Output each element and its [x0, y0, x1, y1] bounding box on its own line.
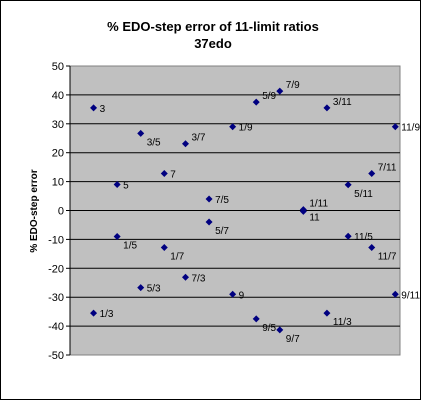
- data-point: [113, 233, 121, 241]
- data-point: [182, 273, 189, 281]
- data-point-label: 5/3: [147, 284, 161, 295]
- data-point: [323, 104, 331, 112]
- data-point-label: 7: [170, 170, 176, 181]
- chart-title: % EDO-step error of 11-limit ratios: [107, 19, 319, 34]
- gridlines: [70, 94, 400, 327]
- data-point-label: 9/7: [286, 334, 300, 345]
- data-point-label: 1/3: [100, 309, 114, 320]
- data-points: 3 1/3 5 1/5 3/5 5/3 7 1/7 3/7 7/3 7/5 5/7 1/9 9 5/9 9/5…: [90, 80, 420, 345]
- data-point: [137, 129, 145, 137]
- data-point-label: 9/11: [401, 290, 420, 301]
- data-point: [160, 243, 168, 251]
- data-point: [205, 218, 213, 226]
- data-point-label: 5/11: [354, 189, 373, 200]
- data-point: [229, 290, 237, 298]
- y-tick-label: -20: [48, 263, 64, 275]
- data-point: [90, 309, 98, 317]
- data-point: [182, 140, 189, 148]
- data-point-label: 3: [100, 104, 106, 115]
- data-point-label: 9: [239, 290, 245, 301]
- data-point-label: 11/9: [401, 123, 420, 134]
- data-point-label: 7/5: [215, 195, 229, 206]
- y-tick-label: 30: [52, 119, 64, 131]
- data-point: [323, 309, 331, 317]
- data-point-label: 7/9: [286, 80, 300, 91]
- data-point: [205, 195, 213, 203]
- data-point-label: 1/9: [239, 123, 253, 134]
- data-point-label: 1/7: [170, 251, 184, 262]
- data-point-label: 1/5: [123, 241, 137, 252]
- y-tick-label: -10: [48, 234, 64, 246]
- data-point-label: 11/3: [333, 317, 352, 328]
- y-axis-ticks: 50 40 30 20 10 0 -10 -20 -30 -40 -50: [48, 61, 70, 362]
- data-point: [299, 207, 307, 215]
- data-point-label: 5: [123, 180, 129, 191]
- data-point-label: 3/7: [192, 133, 206, 144]
- data-point: [368, 170, 376, 178]
- data-point-label: 11: [309, 212, 320, 223]
- data-point-label: 5/9: [262, 91, 276, 102]
- y-tick-label: -40: [48, 321, 64, 333]
- data-point: [391, 123, 399, 131]
- data-point: [252, 98, 260, 106]
- y-tick-label: 0: [58, 206, 64, 218]
- data-point-label: 3/11: [333, 97, 352, 108]
- data-point: [276, 87, 284, 95]
- data-point: [368, 243, 376, 251]
- data-point-label: 7/3: [192, 273, 206, 284]
- data-point: [344, 232, 352, 240]
- data-point-label: 3/5: [147, 137, 161, 148]
- y-tick-label: -30: [48, 292, 64, 304]
- data-point-label: 9/5: [262, 323, 276, 334]
- y-tick-label: 50: [52, 61, 64, 73]
- y-tick-label: 40: [52, 90, 64, 102]
- y-tick-label: 10: [52, 177, 64, 189]
- data-point: [344, 181, 352, 189]
- data-point: [90, 104, 98, 112]
- data-point: [391, 290, 399, 298]
- y-tick-label: -50: [48, 350, 64, 362]
- y-tick-label: 20: [52, 148, 64, 160]
- data-point-label: 11/7: [378, 251, 397, 262]
- y-axis-label: % EDO-step error: [29, 169, 40, 252]
- data-point: [276, 326, 284, 334]
- data-point: [160, 170, 168, 178]
- chart-subtitle: 37edo: [194, 36, 232, 51]
- data-point: [113, 180, 121, 188]
- data-point-label: 5/7: [215, 226, 229, 237]
- data-point: [229, 123, 237, 131]
- data-point-label: 11/5: [354, 232, 373, 243]
- data-point-label: 7/11: [378, 163, 397, 174]
- data-point-label: 1/11: [309, 199, 328, 210]
- data-point: [137, 284, 145, 292]
- data-point: [252, 315, 260, 323]
